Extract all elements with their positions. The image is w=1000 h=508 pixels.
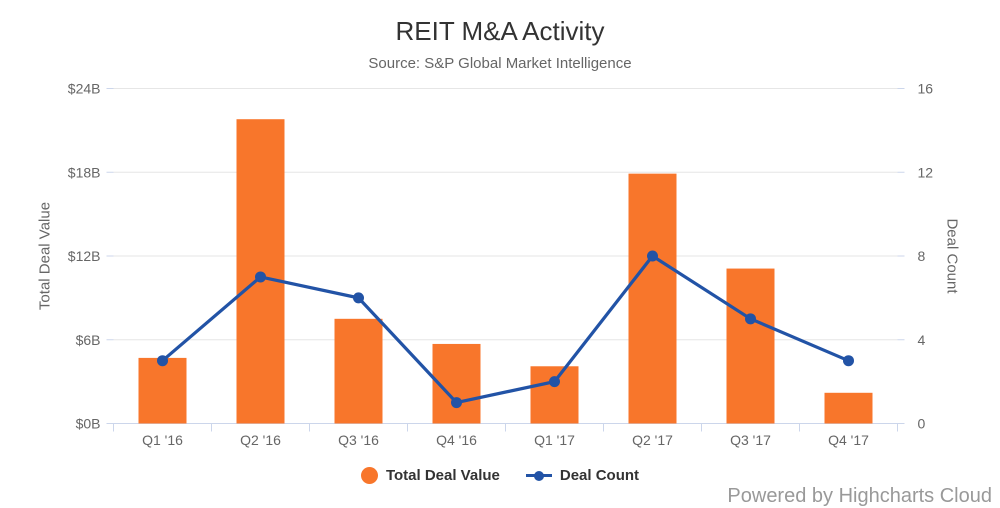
left-axis-label: $12B (68, 248, 101, 264)
line-series-marker-icon (525, 467, 552, 484)
deal-count-point[interactable] (549, 376, 560, 388)
legend-item-deal-count[interactable]: Deal Count (525, 467, 640, 484)
left-axis-label: $18B (68, 164, 101, 180)
deal-value-bar[interactable] (530, 366, 579, 424)
legend-label: Deal Count (559, 467, 640, 484)
deal-count-point[interactable] (451, 397, 462, 409)
deal-value-bar[interactable] (726, 268, 775, 424)
legend-label: Total Deal Value (385, 467, 500, 484)
right-axis-label: 12 (918, 164, 934, 180)
right-axis-label: 0 (918, 416, 926, 432)
legend: Total Deal Value Deal Count (0, 467, 1000, 484)
x-axis-label: Q2 '17 (632, 432, 673, 448)
chart-subtitle: Source: S&P Global Market Intelligence (368, 55, 632, 72)
deal-value-bar[interactable] (236, 119, 285, 424)
deal-count-point[interactable] (843, 355, 854, 367)
right-axis-label: 4 (918, 332, 926, 348)
left-axis-label: $24B (68, 81, 101, 97)
x-axis-label: Q4 '17 (828, 432, 869, 448)
x-axis-label: Q2 '16 (240, 432, 281, 448)
x-axis-label: Q3 '16 (338, 432, 379, 448)
deal-count-point[interactable] (745, 313, 756, 325)
left-axis-label: $6B (76, 332, 101, 348)
chart-title: REIT M&A Activity (395, 16, 605, 46)
right-axis-label: 16 (918, 81, 934, 97)
deal-value-bar[interactable] (628, 173, 677, 424)
deal-value-bar[interactable] (824, 392, 873, 424)
bar-series-marker-icon (360, 467, 378, 484)
right-axis-label: 8 (918, 248, 926, 264)
legend-item-total-deal-value[interactable]: Total Deal Value (360, 467, 500, 484)
deal-value-bar[interactable] (138, 357, 187, 424)
deal-value-bar[interactable] (334, 318, 383, 424)
deal-count-line (160, 254, 851, 405)
deal-count-point[interactable] (647, 250, 658, 262)
x-axis-label: Q3 '17 (730, 432, 771, 448)
x-axis-label: Q1 '16 (142, 432, 183, 448)
deal-count-point[interactable] (157, 355, 168, 367)
x-axis-label: Q1 '17 (534, 432, 575, 448)
left-axis-label: $0B (76, 416, 101, 432)
deal-count-point[interactable] (353, 292, 364, 304)
x-axis-label: Q4 '16 (436, 432, 477, 448)
credits-text[interactable]: Powered by Highcharts Cloud (727, 485, 992, 507)
plot-area: $0B $6B $12B $18B $24B 0 4 8 12 16 Q1 '16 Q2 '16 Q3 … (68, 81, 934, 449)
deal-count-point[interactable] (255, 271, 266, 283)
